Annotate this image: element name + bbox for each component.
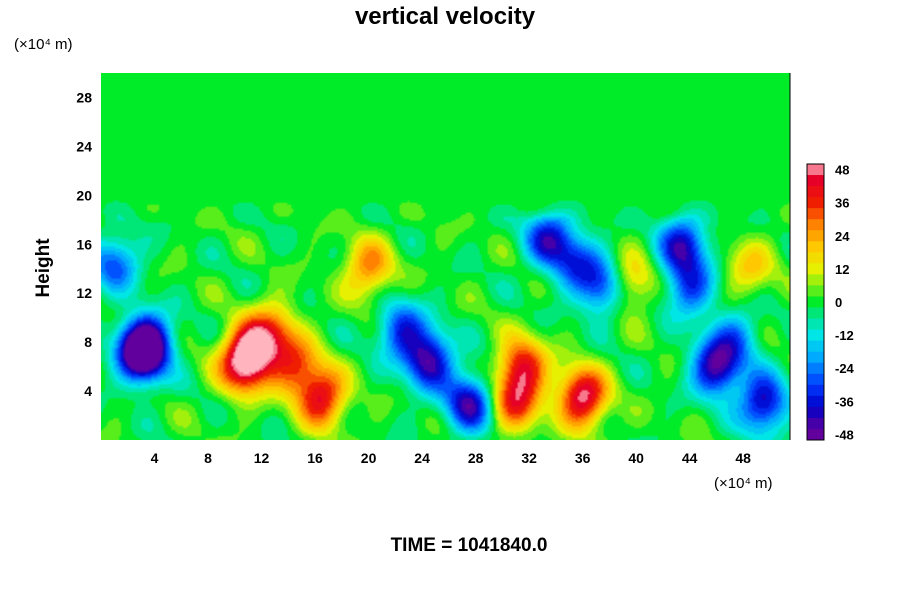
colorbar-tick-label: -48 bbox=[835, 427, 854, 442]
x-tick-label: 8 bbox=[204, 450, 212, 466]
colorbar-swatch bbox=[807, 285, 824, 297]
colorbar-swatch bbox=[807, 384, 824, 397]
x-tick-label: 16 bbox=[307, 450, 323, 466]
colorbar-swatch bbox=[807, 351, 824, 364]
time-label: TIME = 1041840.0 bbox=[391, 535, 548, 556]
colorbar-swatch bbox=[807, 164, 824, 176]
x-tick-label: 48 bbox=[735, 450, 751, 466]
colorbar-swatch bbox=[807, 340, 824, 353]
colorbar-swatch bbox=[807, 230, 824, 242]
y-unit-label: (×10⁴ m) bbox=[14, 36, 73, 53]
x-tick-label: 32 bbox=[521, 450, 537, 466]
colorbar-swatch bbox=[807, 296, 824, 309]
colorbar-swatch bbox=[807, 208, 824, 220]
x-tick-label: 36 bbox=[575, 450, 591, 466]
colorbar-tick-label: 0 bbox=[835, 295, 842, 310]
x-tick-label: 4 bbox=[151, 450, 159, 466]
colorbar-swatch bbox=[807, 274, 824, 286]
colorbar-swatch bbox=[807, 395, 824, 408]
colorbar-swatch bbox=[807, 186, 824, 198]
y-tick-label: 8 bbox=[84, 334, 92, 350]
colorbar: 48 36 24 12 0 -12 -24 -36 -48 bbox=[806, 163, 855, 442]
y-tick-label: 24 bbox=[76, 138, 92, 154]
y-tick-label: 28 bbox=[76, 89, 92, 105]
colorbar-swatch bbox=[807, 373, 824, 386]
colorbar-tick-label: -36 bbox=[835, 394, 854, 409]
x-tick-label: 44 bbox=[682, 450, 698, 466]
colorbar-swatch bbox=[807, 329, 824, 342]
y-axis-label: Height bbox=[33, 238, 54, 298]
x-tick-label: 40 bbox=[628, 450, 644, 466]
colorbar-swatch bbox=[807, 175, 824, 187]
colorbar-swatch bbox=[807, 252, 824, 264]
y-axis: 4 8 12 16 20 24 28 bbox=[76, 89, 92, 399]
colorbar-swatch bbox=[807, 197, 824, 209]
colorbar-swatch bbox=[807, 219, 824, 231]
colorbar-tick-label: -12 bbox=[835, 328, 854, 343]
colorbar-tick-label: -24 bbox=[835, 361, 855, 376]
x-tick-label: 28 bbox=[468, 450, 484, 466]
y-tick-label: 16 bbox=[76, 236, 92, 252]
x-tick-label: 12 bbox=[254, 450, 270, 466]
colorbar-frame bbox=[806, 163, 825, 441]
colorbar-swatch bbox=[807, 241, 824, 253]
plot-area bbox=[101, 73, 791, 440]
y-tick-label: 12 bbox=[76, 285, 92, 301]
colorbar-swatch bbox=[807, 428, 824, 441]
colorbar-swatch bbox=[807, 307, 824, 320]
y-tick-label: 4 bbox=[84, 383, 92, 399]
colorbar-swatch bbox=[807, 263, 824, 275]
colorbar-tick-label: 24 bbox=[835, 229, 850, 244]
colorbar-swatch bbox=[807, 406, 824, 419]
colorbar-swatch bbox=[807, 362, 824, 375]
colorbar-tick-label: 36 bbox=[835, 196, 849, 211]
colorbar-swatch bbox=[807, 318, 824, 331]
colorbar-tick-label: 12 bbox=[835, 262, 849, 277]
chart-title: vertical velocity bbox=[355, 3, 536, 30]
x-axis: 4 8 12 16 20 24 28 32 36 40 44 48 bbox=[151, 450, 752, 466]
colorbar-tick-label: 48 bbox=[835, 163, 849, 178]
velocity-field bbox=[101, 73, 790, 440]
x-tick-label: 24 bbox=[414, 450, 430, 466]
colorbar-swatch bbox=[807, 417, 824, 430]
y-tick-label: 20 bbox=[76, 187, 92, 203]
x-tick-label: 20 bbox=[361, 450, 377, 466]
x-unit-label: (×10⁴ m) bbox=[714, 475, 773, 492]
